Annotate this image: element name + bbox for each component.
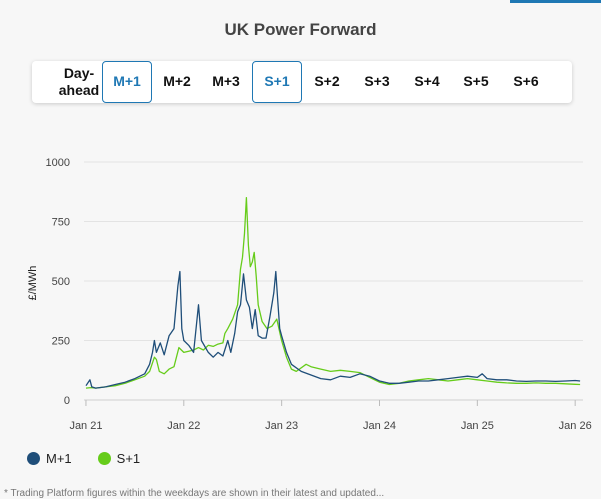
y-tick-label: 500 [52,276,70,288]
legend-label-m1: M+1 [46,451,72,466]
x-tick-label: Jan 26 [559,420,592,432]
tab-s3[interactable]: S+3 [364,73,390,90]
series-line-s1 [85,197,581,389]
legend-marker-m1 [27,452,40,465]
tab-s4[interactable]: S+4 [414,73,440,90]
tab-s5[interactable]: S+5 [463,73,489,90]
y-tick-label: 0 [64,395,70,407]
range-tab-bar: Day-ahead M+1 M+2 M+3 S+1 S+2 S+3 S+4 S+… [32,61,572,103]
x-tick-label: Jan 21 [69,420,102,432]
tab-day-ahead[interactable]: Day-ahead [58,64,100,99]
x-tick-label: Jan 25 [461,420,494,432]
y-tick-label: 750 [52,217,70,229]
y-axis-title: £/MWh [27,266,39,301]
y-tick-label: 1000 [46,157,70,169]
tab-s6[interactable]: S+6 [513,73,539,90]
x-tick-label: Jan 22 [167,420,200,432]
page-title: UK Power Forward [224,20,377,39]
tab-s2[interactable]: S+2 [314,73,340,90]
x-tick-label: Jan 23 [265,420,298,432]
legend-label-s1: S+1 [116,451,141,466]
price-line-chart: 0 250 500 750 1000 Jan 21 Jan 22 Jan 23 Jan 24 Ja… [27,157,592,432]
series-line-m1 [85,270,581,389]
tab-m3[interactable]: M+3 [212,73,240,90]
y-tick-label: 250 [52,336,70,348]
x-tick-label: Jan 24 [363,420,396,432]
chart-legend: M+1 S+1 [27,451,166,466]
legend-item-m1[interactable]: M+1 [27,451,72,466]
top-accent-bar [510,0,601,3]
legend-item-s1[interactable]: S+1 [97,451,141,466]
tab-m1[interactable]: M+1 [102,61,152,103]
tab-s1[interactable]: S+1 [252,61,302,103]
legend-marker-s1 [97,452,111,465]
tab-m2[interactable]: M+2 [163,73,191,90]
